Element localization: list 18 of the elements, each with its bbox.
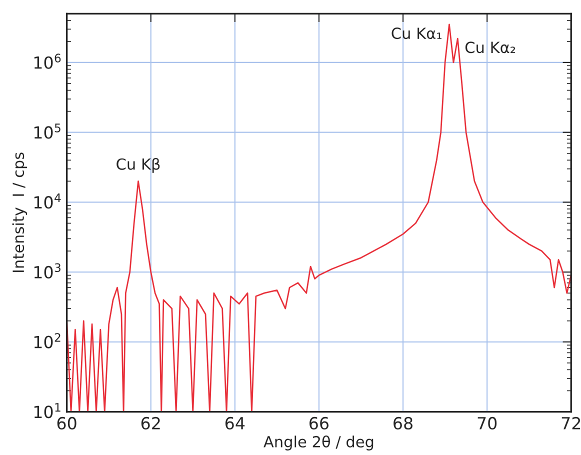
x-tick-label: 70 [478, 416, 497, 430]
y-tick-label: 10$^{2}$ [34, 333, 60, 348]
x-tick-label: 72 [562, 416, 580, 430]
x-tick-label: 64 [225, 416, 245, 430]
x-tick-label: 68 [394, 416, 412, 430]
x-tick-label: 66 [310, 416, 329, 430]
x-tick-label: 62 [141, 416, 160, 430]
y-tick-label: 10$^{4}$ [34, 194, 61, 209]
y-tick-label: 10$^{1}$ [34, 403, 60, 418]
y-axis-title: Intensity I / cps [12, 152, 28, 272]
annotation: Cu Kα₁ [392, 28, 442, 40]
x-tick-label: 60 [57, 416, 76, 430]
y-tick-label: 10$^{3}$ [34, 263, 60, 278]
y-tick-label: 10$^{5}$ [34, 124, 60, 139]
x-axis-title: Angle 2θ / deg [264, 436, 374, 450]
annotation: Cu Kβ [116, 158, 160, 173]
y-tick-label: 10$^{6}$ [34, 54, 61, 69]
annotation: Cu Kα₂ [465, 42, 516, 54]
